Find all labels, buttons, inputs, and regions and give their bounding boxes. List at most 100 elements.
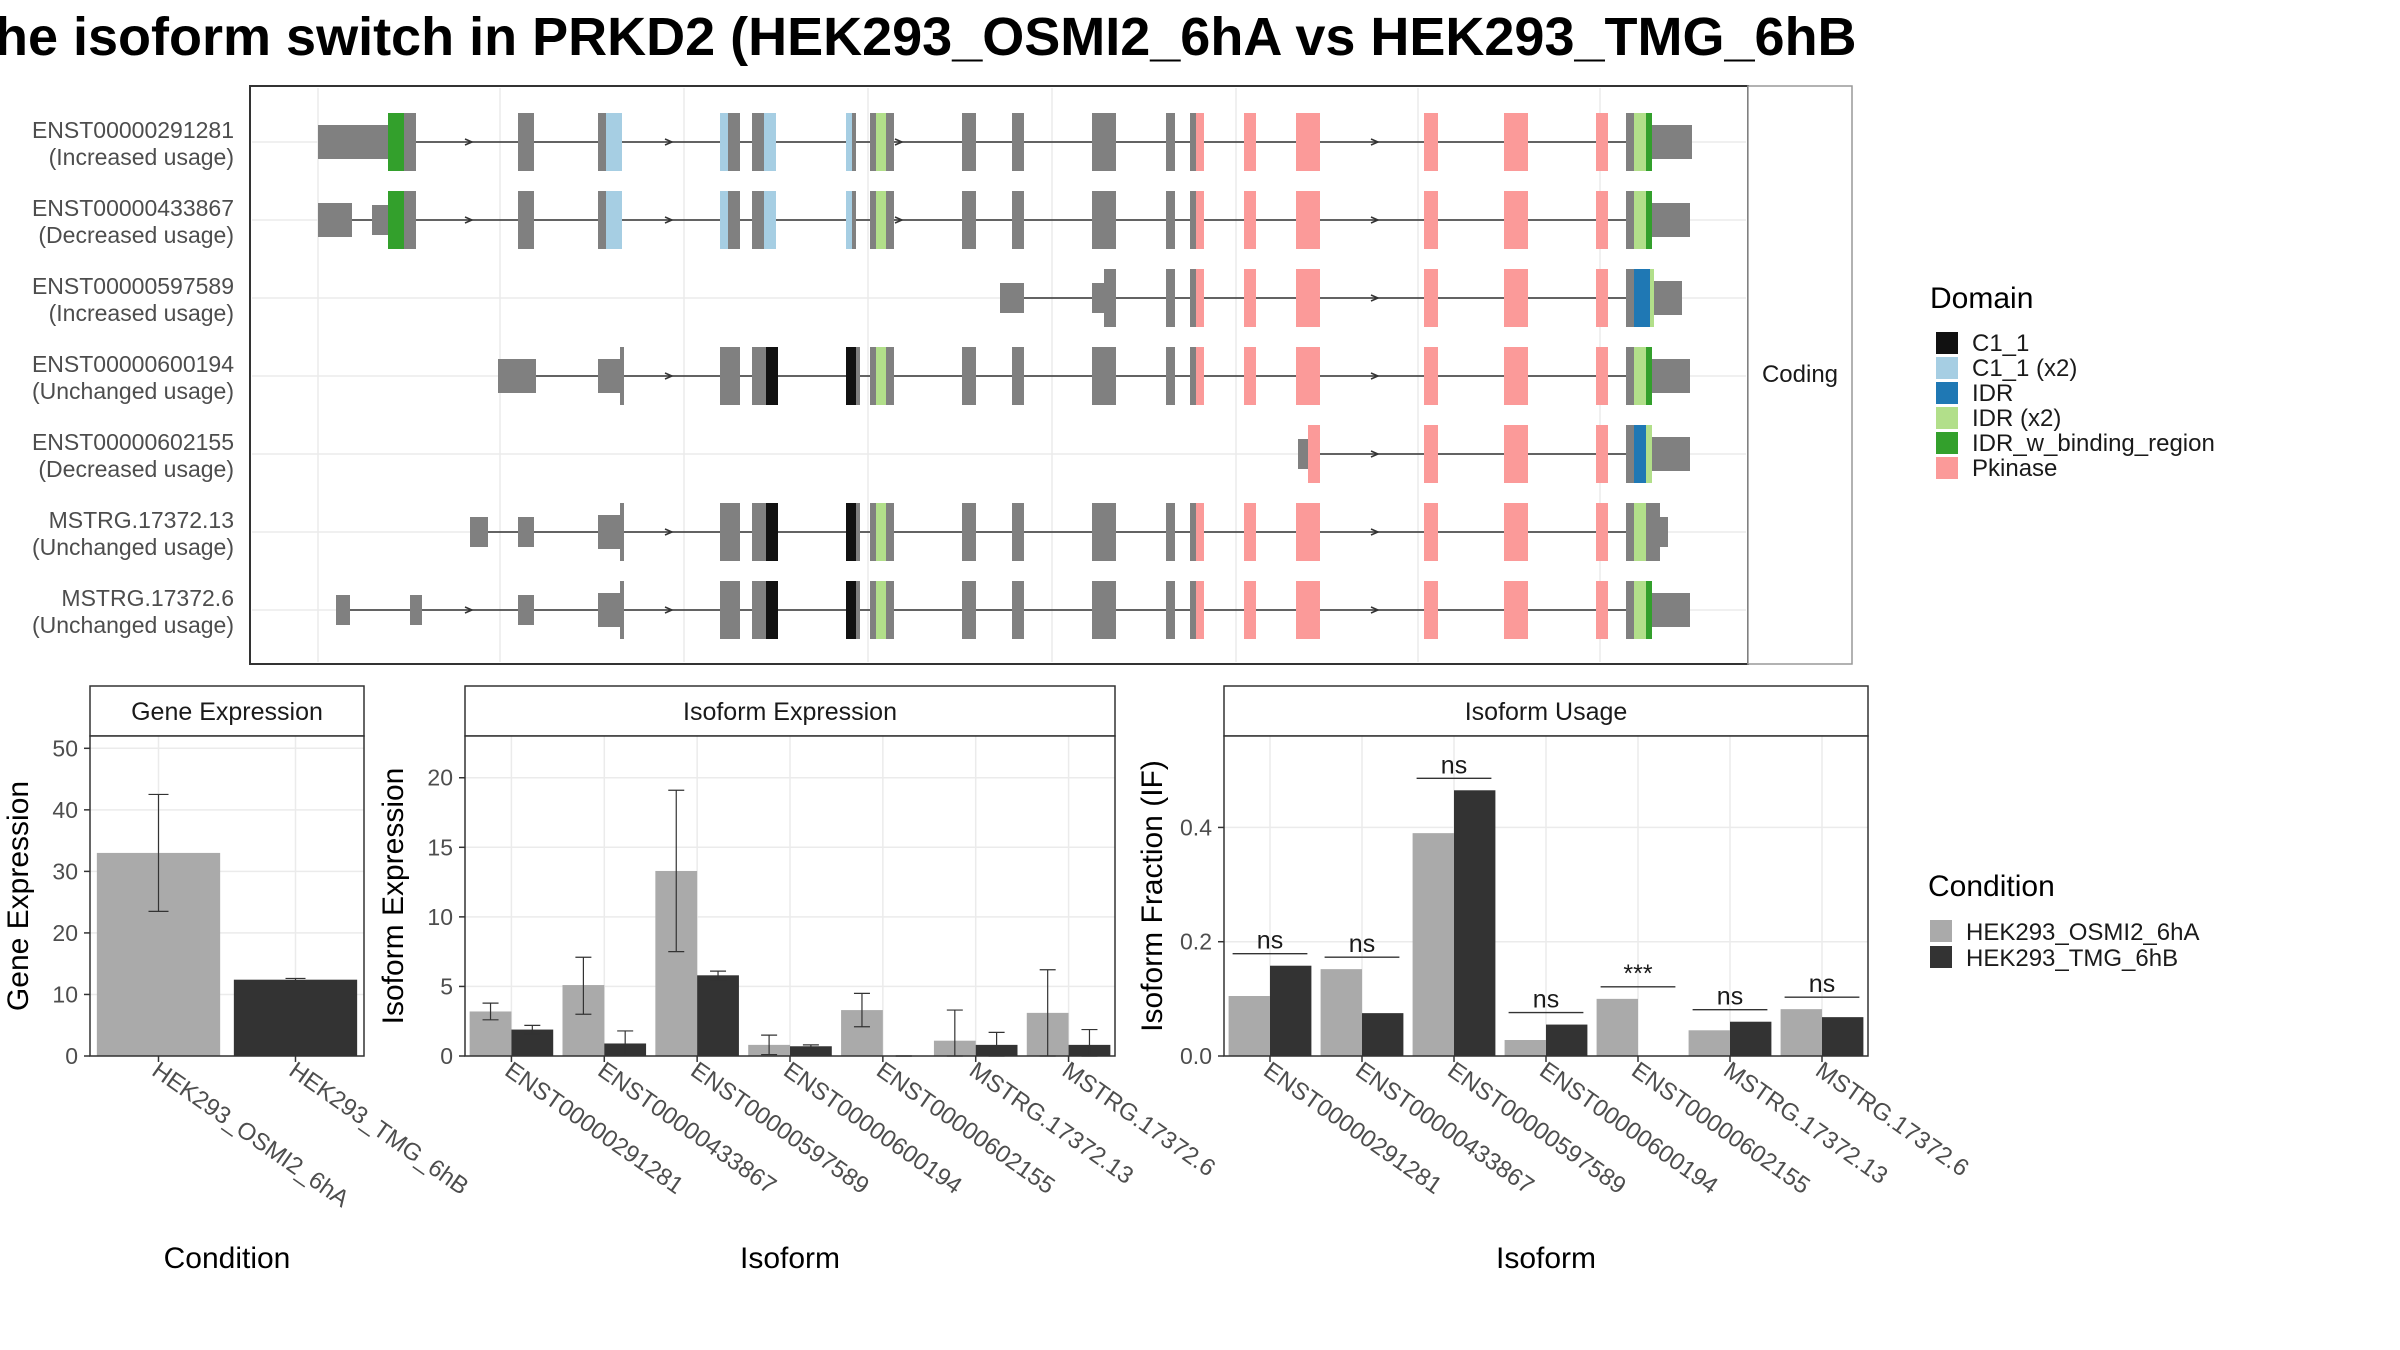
exon-block: [1296, 347, 1320, 405]
bar: [233, 979, 358, 1056]
exon-block: [1596, 503, 1608, 561]
exon-block: [388, 191, 404, 249]
transcript-usage-label: (Unchanged usage): [32, 378, 234, 404]
exon-block: [1504, 425, 1528, 483]
strand-arrow: [1370, 216, 1380, 224]
exon-block: [620, 347, 624, 405]
exon-block: [1634, 191, 1646, 249]
bar: [1780, 1009, 1822, 1056]
exon-block: [318, 203, 352, 237]
exon-block: [1626, 269, 1634, 327]
exon-block: [876, 503, 886, 561]
exon-block: [1504, 581, 1528, 639]
exon-block: [1660, 517, 1668, 547]
transcript-usage-label: (Decreased usage): [38, 222, 234, 248]
y-tick-label: 40: [52, 797, 78, 823]
y-tick-label: 30: [52, 858, 78, 884]
exon-block: [876, 347, 886, 405]
exon-block: [1626, 113, 1634, 171]
exon-block: [720, 113, 728, 171]
exon-block: [620, 581, 624, 639]
exon-block: [962, 503, 976, 561]
exon-block: [1424, 347, 1438, 405]
exon-block: [1166, 113, 1175, 171]
transcript-name-label: ENST00000600194: [32, 351, 234, 377]
x-tick-label: MSTRG.17372.13: [1719, 1057, 1893, 1190]
strand-arrow: [1370, 372, 1380, 380]
exon-block: [846, 503, 856, 561]
coding-strip: [1747, 85, 1853, 665]
strand-arrow: [1370, 528, 1380, 536]
exon-block: [1626, 425, 1634, 483]
exon-block: [1092, 347, 1116, 405]
exon-block: [1424, 581, 1438, 639]
y-tick-label: 50: [52, 735, 78, 761]
y-tick-label: 0: [65, 1043, 78, 1069]
exon-block: [852, 191, 856, 249]
bar: [1730, 1021, 1772, 1056]
exon-block: [318, 125, 388, 159]
exon-block: [1166, 347, 1175, 405]
exon-block: [856, 347, 860, 405]
exon-block: [962, 581, 976, 639]
exon-block: [846, 581, 856, 639]
exon-block: [1504, 347, 1528, 405]
exon-block: [1196, 503, 1204, 561]
condition-legend-title: Condition: [1928, 870, 2055, 903]
transcript-usage-label: (Decreased usage): [38, 456, 234, 482]
transcript-usage-label: (Unchanged usage): [32, 612, 234, 638]
exon-block: [1650, 269, 1654, 327]
transcript-usage-label: (Increased usage): [49, 144, 234, 170]
exon-block: [720, 347, 740, 405]
exon-block: [766, 503, 778, 561]
strand-arrow: [464, 138, 474, 146]
x-tick-label: MSTRG.17372.6: [1811, 1057, 1974, 1182]
domain-legend-swatch: [1936, 357, 1958, 379]
exon-block: [1504, 191, 1528, 249]
exon-block: [1092, 283, 1104, 313]
x-axis-title: Isoform: [740, 1242, 840, 1275]
exon-block: [1504, 269, 1528, 327]
exon-block: [1092, 503, 1116, 561]
exon-block: [752, 113, 764, 171]
exon-block: [886, 113, 894, 171]
panel-title: Isoform Usage: [1465, 698, 1628, 726]
exon-block: [1596, 347, 1608, 405]
transcript-name-label: ENST00000433867: [32, 195, 234, 221]
exon-block: [1424, 191, 1438, 249]
panel-strip: [464, 685, 1116, 737]
exon-block: [728, 113, 740, 171]
chart-panel: Isoform Expression05101520ENST0000029128…: [377, 685, 1220, 1275]
exon-block: [876, 581, 886, 639]
bar: [697, 975, 739, 1056]
domain-legend-label: IDR: [1972, 380, 2013, 407]
y-axis-title: Isoform Fraction (IF): [1136, 760, 1169, 1032]
exon-block: [1104, 269, 1116, 327]
exon-block: [1190, 503, 1196, 561]
exon-block: [1424, 113, 1438, 171]
exon-block: [1634, 425, 1646, 483]
exon-block: [1244, 581, 1256, 639]
domain-legend-label: C1_1 (x2): [1972, 355, 2077, 382]
exon-block: [846, 191, 852, 249]
exon-block: [1298, 439, 1308, 469]
exon-block: [752, 581, 766, 639]
exon-block: [470, 517, 488, 547]
exon-block: [1596, 581, 1608, 639]
exon-block: [1190, 269, 1196, 327]
exon-block: [598, 191, 606, 249]
significance-label: ns: [1533, 986, 1559, 1014]
bar: [1270, 965, 1312, 1056]
exon-block: [1196, 347, 1204, 405]
transcript-row: [498, 347, 1690, 405]
exon-block: [598, 515, 620, 549]
significance-label: ns: [1441, 751, 1467, 779]
bar: [1320, 969, 1362, 1056]
exon-block: [404, 191, 416, 249]
exon-block: [1244, 347, 1256, 405]
exon-block: [962, 347, 976, 405]
exon-block: [404, 113, 416, 171]
exon-block: [1296, 581, 1320, 639]
